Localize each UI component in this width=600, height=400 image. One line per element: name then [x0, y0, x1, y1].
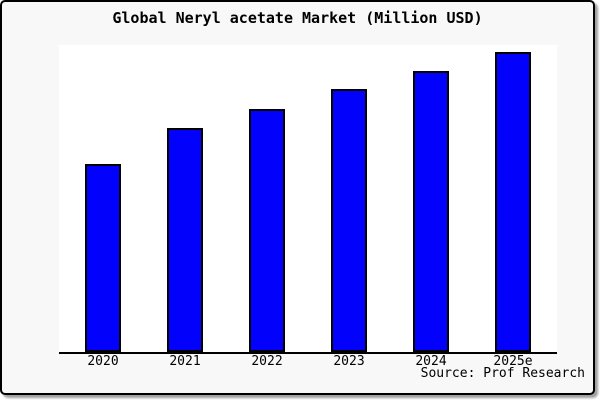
x-axis-label-2025e: 2025e — [493, 354, 533, 369]
x-axis-label-2022: 2022 — [251, 354, 283, 369]
bar-2021 — [167, 128, 203, 352]
x-axis-label-2024: 2024 — [415, 354, 447, 369]
x-axis-label-2020: 2020 — [87, 354, 119, 369]
bar-2022 — [249, 109, 285, 352]
bar-2020 — [85, 164, 121, 352]
bar-2023 — [331, 89, 367, 352]
bar-2024 — [413, 71, 449, 352]
x-axis-label-2023: 2023 — [333, 354, 365, 369]
bar-2025e — [495, 52, 531, 352]
source-credit: Source: Prof Research — [420, 366, 585, 381]
chart-title: Global Neryl acetate Market (Million USD… — [112, 9, 483, 27]
x-axis-label-2021: 2021 — [169, 354, 201, 369]
chart-card: Global Neryl acetate Market (Million USD… — [0, 0, 595, 395]
plot-area — [59, 45, 557, 354]
